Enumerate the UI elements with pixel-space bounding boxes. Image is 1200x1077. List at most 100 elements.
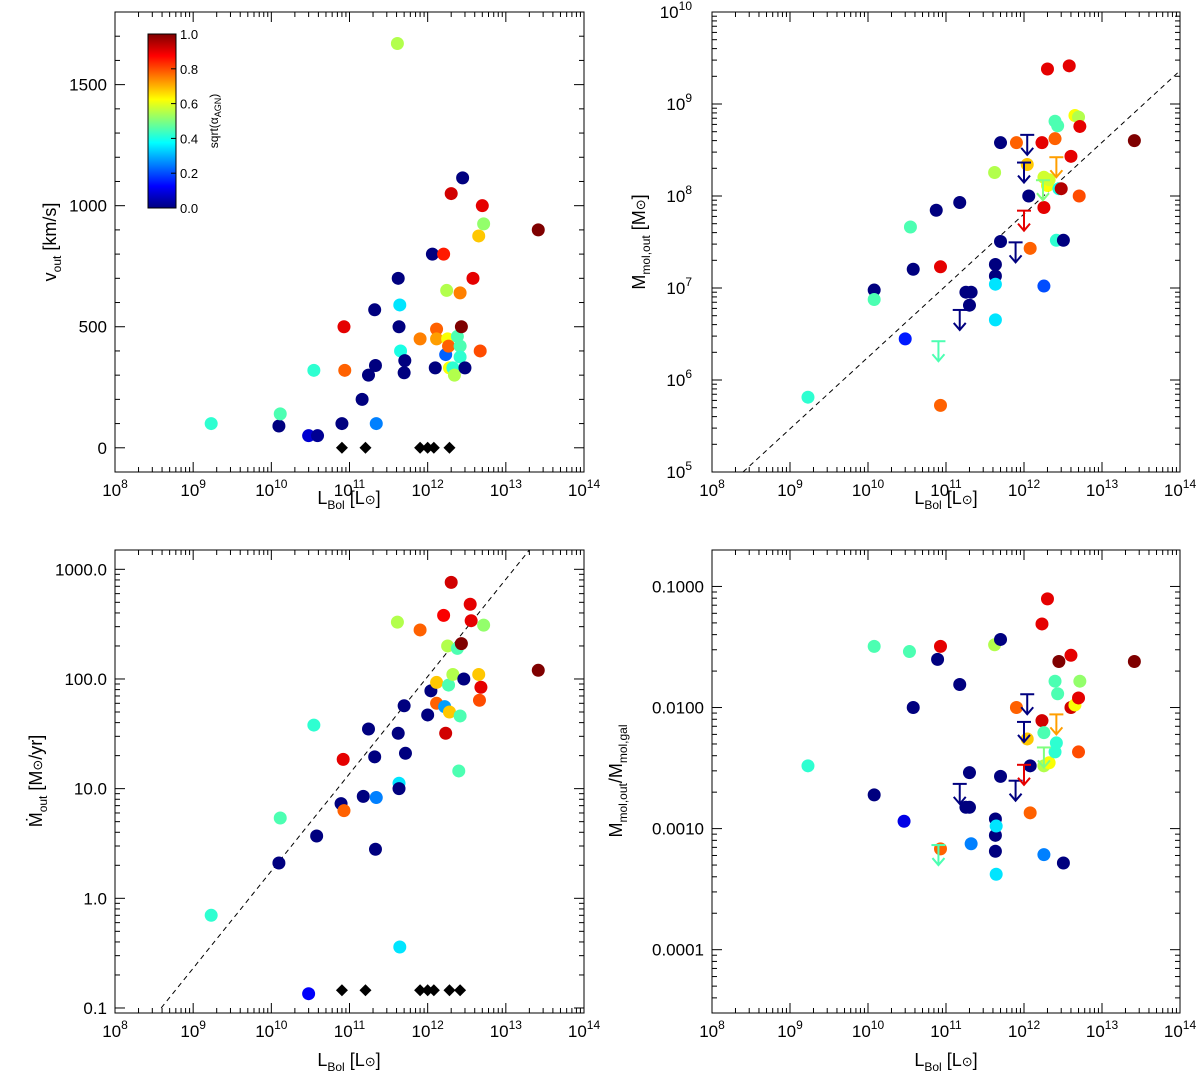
upper-limit-arrow <box>1017 720 1031 744</box>
colorbar-tick-label: 1.0 <box>180 27 198 42</box>
data-point <box>391 271 405 285</box>
data-point <box>1064 648 1078 662</box>
data-points <box>204 36 545 454</box>
data-point <box>962 800 976 814</box>
data-point <box>439 726 453 740</box>
diamond-marker <box>427 984 440 997</box>
data-point <box>1072 691 1086 705</box>
diamond-marker <box>421 984 434 997</box>
data-point <box>902 645 916 659</box>
data-point <box>531 223 545 237</box>
data-point <box>398 746 412 760</box>
x-tick-label: 1011 <box>334 477 366 500</box>
data-point <box>204 908 218 922</box>
data-point <box>472 693 486 707</box>
x-tick-label: 108 <box>102 477 128 500</box>
x-tick-label: 108 <box>699 1018 725 1041</box>
x-tick-label: 1014 <box>1164 477 1197 500</box>
data-point <box>302 987 316 1001</box>
data-point <box>335 417 349 431</box>
x-tick-label: 108 <box>699 477 725 500</box>
data-point <box>444 575 458 589</box>
data-point <box>446 667 460 681</box>
data-point <box>397 366 411 380</box>
data-point <box>392 320 406 334</box>
x-tick-label: 1012 <box>1008 1018 1041 1041</box>
panel-mmol: 108 109 1010 1011 1012 1013 1014 105 106 107 108 10… <box>629 0 1196 512</box>
diamond-marker <box>414 441 427 454</box>
data-point <box>444 187 458 201</box>
data-point <box>477 618 491 632</box>
data-point <box>472 229 486 243</box>
colorbar-tick-label: 0.4 <box>180 131 198 146</box>
data-point <box>898 332 912 346</box>
y-tick-label: 106 <box>666 367 692 390</box>
data-point <box>1064 149 1078 163</box>
data-point <box>368 358 382 372</box>
upper-limit-arrow <box>1036 746 1051 769</box>
data-point <box>272 856 286 870</box>
axis-ticks: 108 109 1010 1011 1012 1013 1014 0.1 1.0 10.0 100.… <box>55 550 600 1041</box>
data-point <box>1052 654 1066 668</box>
data-point <box>1009 701 1023 715</box>
data-point <box>457 672 471 686</box>
x-axis-label: LBol [L⊙] <box>914 488 977 512</box>
data-point <box>338 363 352 377</box>
y-tick-label: 0.1 <box>83 999 107 1018</box>
data-point <box>994 769 1008 783</box>
x-tick-label: 1014 <box>568 1018 601 1041</box>
data-point <box>466 271 480 285</box>
x-tick-label: 109 <box>180 1018 206 1041</box>
data-point <box>368 842 382 856</box>
data-point <box>369 417 383 431</box>
data-point <box>1037 726 1051 740</box>
data-point <box>933 639 947 653</box>
x-tick-label: 1012 <box>1008 477 1041 500</box>
data-point <box>430 322 444 336</box>
data-point <box>867 283 881 297</box>
upper-limit-arrow <box>1017 161 1031 185</box>
data-point <box>369 791 383 805</box>
upper-limit-arrow <box>1049 156 1064 179</box>
data-point <box>1009 136 1023 150</box>
y-tick-label: 1.0 <box>83 889 107 908</box>
panel-mdot: 108 109 1010 1011 1012 1013 1014 0.1 1.0 10.0 100.… <box>26 549 600 1074</box>
diamond-marker <box>421 441 434 454</box>
data-point <box>430 675 444 689</box>
data-point <box>1048 132 1062 146</box>
x-tick-label: 1013 <box>490 477 523 500</box>
y-axis-label: Mmol,out [M⊙] <box>629 194 653 289</box>
data-point <box>931 652 945 666</box>
data-point <box>441 639 455 653</box>
data-point <box>801 390 815 404</box>
data-point <box>1035 136 1049 150</box>
y-tick-label: 109 <box>666 91 692 114</box>
data-point <box>440 283 454 297</box>
data-points <box>801 592 1141 881</box>
colorbar-tick-label: 0.0 <box>180 201 198 216</box>
diamond-marker <box>443 441 456 454</box>
x-tick-label: 1010 <box>255 477 288 500</box>
data-point <box>456 171 470 185</box>
x-tick-label: 1010 <box>852 477 885 500</box>
data-point <box>452 764 466 778</box>
data-point <box>307 718 321 732</box>
fit-line <box>742 70 1181 473</box>
data-point <box>390 36 404 50</box>
data-point <box>1040 592 1054 606</box>
data-point <box>428 361 442 375</box>
data-point <box>393 298 407 312</box>
data-point <box>1022 189 1036 203</box>
upper-limit-arrow <box>931 844 946 867</box>
x-axis-label: LBol [L⊙] <box>317 1050 380 1074</box>
data-point <box>390 615 404 629</box>
data-point <box>988 166 1002 180</box>
data-point <box>310 829 324 843</box>
colorbar-tick-label: 0.8 <box>180 62 198 77</box>
y-tick-label: 0.0001 <box>652 941 704 960</box>
y-tick-label: 107 <box>666 275 692 298</box>
data-point <box>397 699 411 713</box>
diamond-marker <box>335 441 348 454</box>
x-tick-label: 1010 <box>852 1018 885 1041</box>
data-point <box>430 332 444 346</box>
